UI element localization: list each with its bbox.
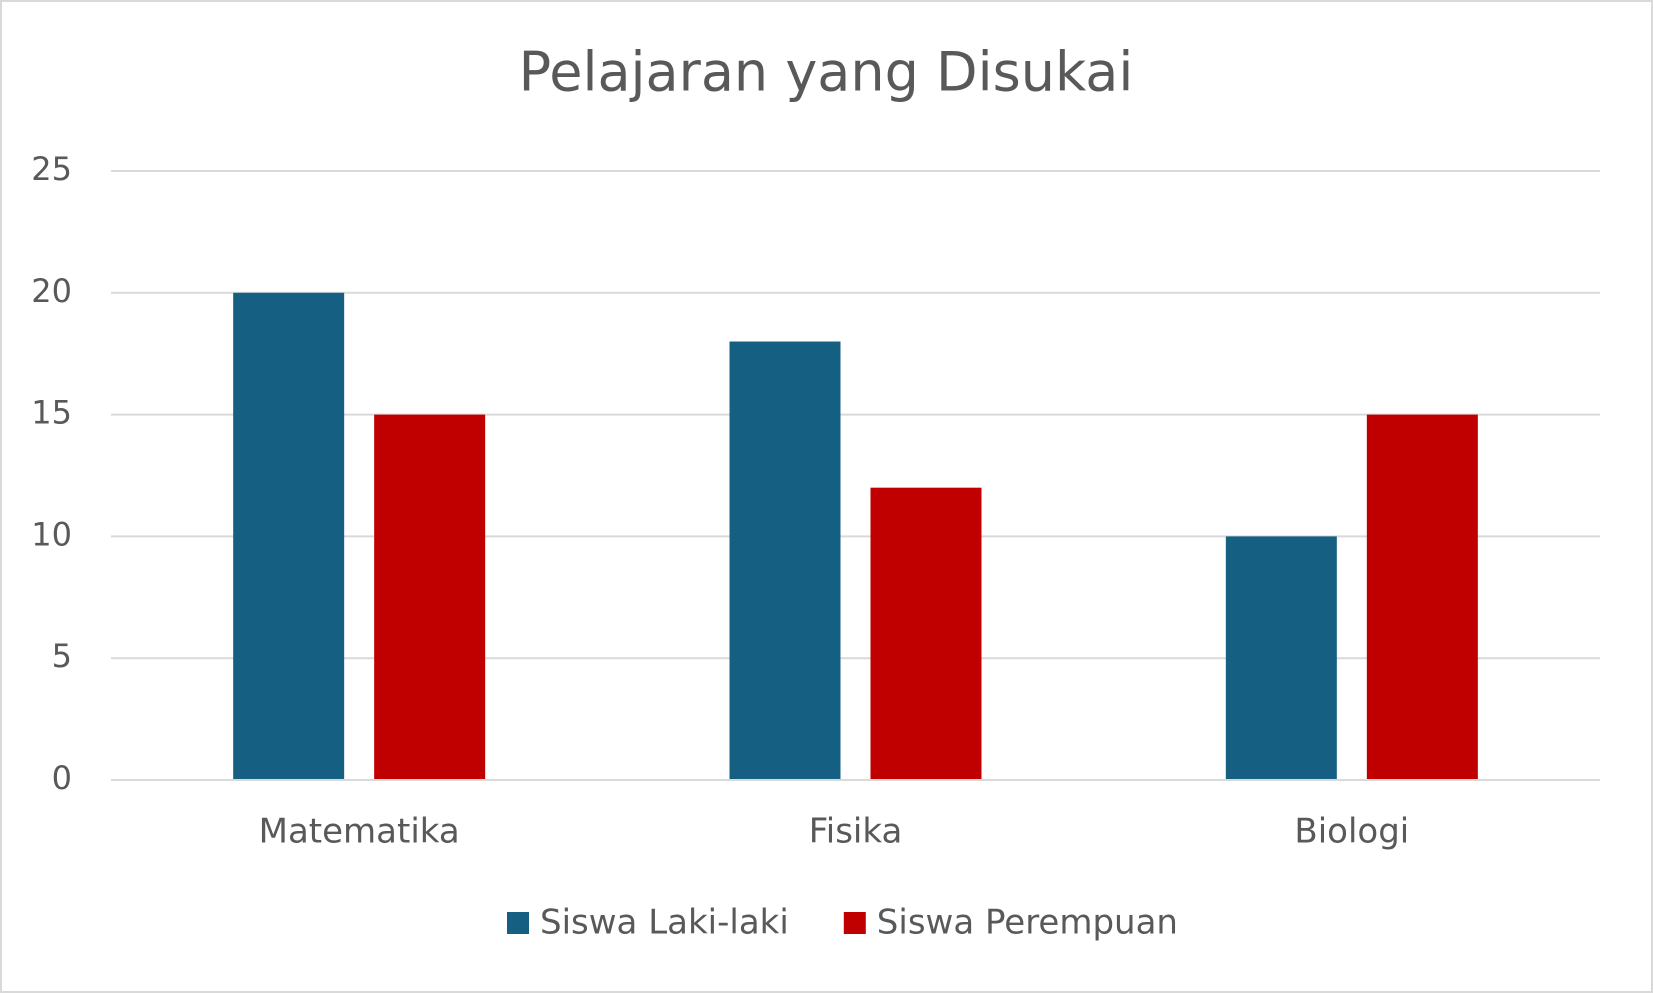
- bar: [870, 487, 982, 780]
- x-tick-label: Fisika: [809, 812, 903, 852]
- bar: [1225, 536, 1337, 780]
- bar: [374, 414, 486, 780]
- x-tick-label: Matematika: [259, 812, 460, 852]
- bar: [729, 341, 841, 780]
- legend-label: Siswa Laki-laki: [540, 903, 789, 943]
- y-tick-label: 15: [31, 394, 72, 432]
- legend-label: Siswa Perempuan: [877, 903, 1178, 943]
- y-tick-label: 10: [31, 515, 72, 553]
- x-tick-label: Biologi: [1294, 812, 1409, 852]
- bar: [233, 292, 345, 780]
- chart-title: Pelajaran yang Disukai: [519, 41, 1134, 104]
- y-tick-label: 20: [31, 272, 72, 310]
- bar: [1366, 414, 1478, 780]
- legend-swatch: [507, 912, 529, 934]
- y-tick-label: 0: [52, 759, 72, 797]
- legend-swatch: [843, 912, 866, 934]
- y-tick-label: 25: [31, 150, 72, 188]
- y-tick-label: 5: [52, 637, 72, 675]
